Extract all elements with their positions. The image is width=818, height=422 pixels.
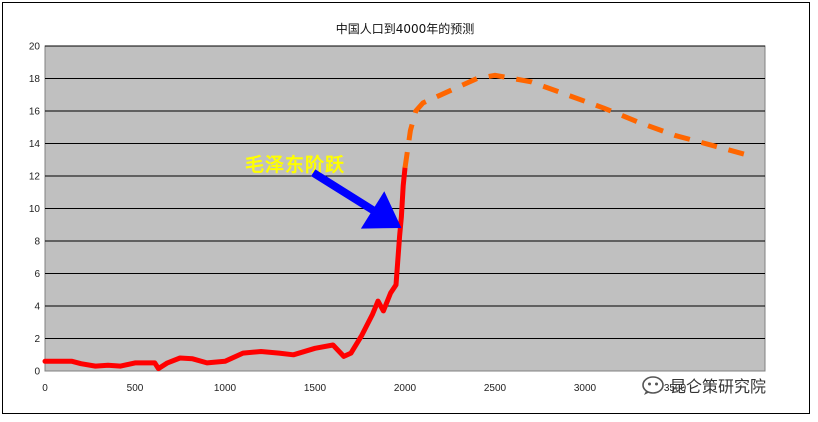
watermark-text: 昆仑策研究院 [670, 377, 767, 396]
y-tick-label: 6 [34, 269, 40, 280]
watermark: 昆仑策研究院 [640, 373, 766, 397]
y-tick-label: 18 [29, 74, 41, 85]
annotation: 毛泽东阶跃 [245, 153, 402, 229]
x-tick-label: 500 [127, 383, 144, 394]
wechat-official-account-icon [642, 376, 664, 395]
x-tick-label: 3000 [574, 383, 597, 394]
x-tick-label: 1500 [304, 383, 327, 394]
historical-series-line [42, 165, 408, 372]
y-tick-label: 8 [34, 237, 40, 248]
y-tick-label: 0 [34, 367, 40, 378]
x-tick-label: 0 [42, 383, 48, 394]
y-tick-label: 2 [34, 334, 40, 345]
x-tick-label: 2500 [484, 383, 507, 394]
series-layer [42, 72, 748, 372]
chart-title: 中国人口到4000年的预测 [336, 21, 475, 36]
x-tick-label: 2000 [394, 383, 417, 394]
y-tick-label: 4 [34, 302, 40, 313]
y-tick-label: 14 [29, 139, 41, 150]
annotation-label: 毛泽东阶跃 [245, 153, 345, 176]
y-tick-label: 12 [29, 172, 41, 183]
y-tick-label: 10 [29, 204, 41, 215]
plot-area [42, 45, 766, 372]
y-tick-label: 16 [29, 107, 41, 118]
y-tick-label: 20 [29, 42, 41, 53]
x-tick-label: 1000 [214, 383, 237, 394]
projected-series-line [402, 72, 748, 169]
annotation-arrow [311, 169, 402, 229]
gridlines [45, 45, 765, 339]
axes: 0 2 4 6 8 10 12 14 16 18 20 0 500 1000 1500 2000 2500 300… [29, 42, 687, 395]
x-tick-label: 3500 [664, 383, 687, 394]
population-chart: 0 2 4 6 8 10 12 14 16 18 20 0 500 1000 1500 2000 2500 300… [29, 21, 766, 395]
chart-frame: 0 2 4 6 8 10 12 14 16 18 20 0 500 1000 1500 2000 2500 300… [2, 2, 810, 414]
